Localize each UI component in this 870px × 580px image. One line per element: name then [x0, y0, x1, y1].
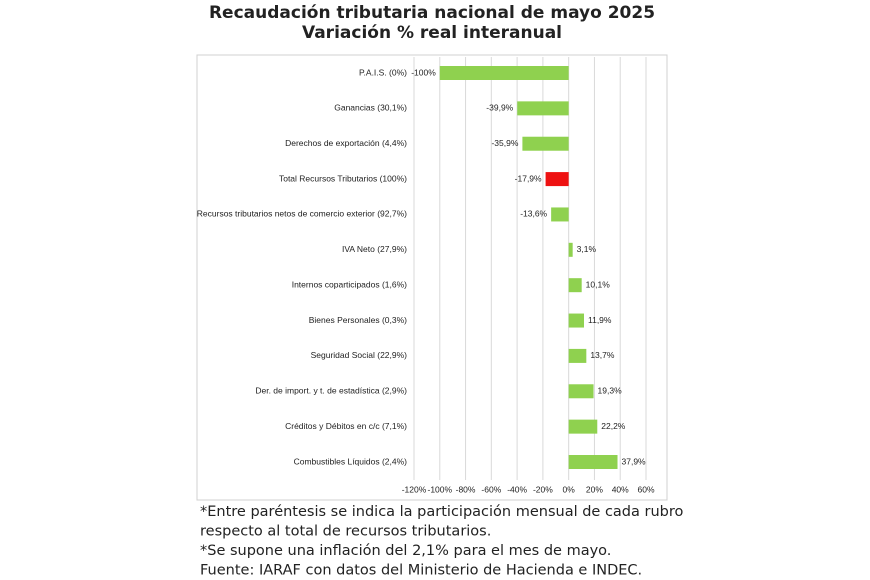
bar: [568, 313, 585, 328]
category-label: Recursos tributarios netos de comercio e…: [197, 209, 407, 219]
value-label: 3,1%: [577, 244, 597, 254]
category-label: P.A.I.S. (0%): [359, 67, 407, 77]
footnote: respecto al total de recursos tributario…: [200, 524, 491, 540]
chart-frame: [196, 54, 668, 501]
x-tick-label: -20%: [533, 484, 553, 494]
x-tick-label: 60%: [637, 484, 654, 494]
x-tick-label: 0%: [563, 484, 576, 494]
bar: [545, 172, 569, 187]
bar: [522, 136, 569, 151]
value-label: -100%: [411, 67, 436, 77]
category-label: IVA Neto (27,9%): [342, 244, 407, 254]
bar: [568, 278, 582, 293]
bar: [568, 242, 573, 257]
x-tick-label: 40%: [612, 484, 629, 494]
x-tick-label: -60%: [481, 484, 501, 494]
x-tick-label: -40%: [507, 484, 527, 494]
category-label: Créditos y Débitos en c/c (7,1%): [285, 421, 407, 431]
value-label: 19,3%: [598, 386, 623, 396]
value-label: 10,1%: [586, 279, 611, 289]
bar: [551, 207, 569, 222]
value-label: 22,2%: [601, 421, 626, 431]
x-tick-label: -100%: [427, 484, 452, 494]
value-label: -39,9%: [486, 103, 513, 113]
footnote: *Entre paréntesis se indica la participa…: [200, 504, 683, 520]
category-label: Ganancias (30,1%): [334, 103, 407, 113]
footnote: Fuente: IARAF con datos del Ministerio d…: [200, 563, 642, 579]
value-label: -35,9%: [491, 138, 518, 148]
bar: [568, 348, 587, 363]
value-label: 13,7%: [590, 350, 615, 360]
x-tick-label: -80%: [456, 484, 476, 494]
bar: [568, 384, 594, 399]
value-label: -17,9%: [515, 173, 542, 183]
category-label: Internos coparticipados (1,6%): [292, 279, 407, 289]
category-label: Derechos de exportación (4,4%): [285, 138, 407, 148]
value-label: 11,9%: [588, 315, 612, 325]
chart-title: Recaudación tributaria nacional de mayo …: [209, 3, 655, 23]
bar: [517, 101, 569, 116]
value-label: 37,9%: [622, 456, 647, 466]
category-label: Total Recursos Tributarios (100%): [279, 173, 407, 183]
bar: [568, 419, 598, 434]
x-tick-label: 20%: [586, 484, 603, 494]
chart-subtitle: Variación % real interanual: [302, 23, 562, 43]
category-label: Der. de import. y t. de estadística (2,9…: [255, 386, 407, 396]
x-tick-label: -120%: [402, 484, 427, 494]
category-label: Seguridad Social (22,9%): [311, 350, 408, 360]
bar: [568, 455, 618, 469]
category-label: Bienes Personales (0,3%): [309, 315, 407, 325]
value-label: -13,6%: [520, 209, 547, 219]
bar: [439, 66, 569, 80]
footnote: *Se supone una inflación del 2,1% para e…: [200, 543, 611, 559]
category-label: Combustibles Líquidos (2,4%): [294, 456, 408, 466]
